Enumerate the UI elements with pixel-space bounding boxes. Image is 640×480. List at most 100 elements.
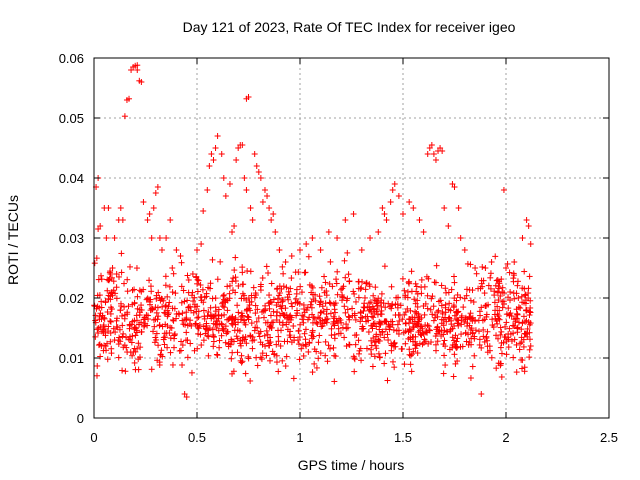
data-point: [159, 303, 166, 310]
data-point: [283, 284, 290, 291]
data-point: [526, 273, 533, 280]
data-point: [426, 326, 433, 333]
data-point: [117, 307, 124, 314]
data-point: [332, 309, 339, 316]
data-point: [195, 277, 202, 284]
data-point: [267, 339, 274, 346]
data-point: [516, 346, 523, 353]
data-point: [240, 295, 247, 302]
data-point: [249, 337, 256, 344]
data-point: [204, 187, 211, 193]
data-point: [358, 357, 365, 364]
y-tick-label: 0: [77, 411, 84, 426]
data-point: [351, 290, 358, 297]
data-point: [228, 355, 235, 362]
data-point: [125, 336, 132, 343]
data-point: [420, 229, 427, 235]
data-point: [301, 269, 308, 276]
data-point: [108, 345, 115, 352]
data-point: [257, 175, 264, 181]
data-point: [195, 325, 202, 332]
data-point: [239, 290, 246, 297]
data-point: [358, 247, 365, 253]
data-point: [301, 330, 308, 337]
data-point: [295, 328, 302, 335]
data-point: [252, 302, 259, 309]
data-point: [171, 331, 178, 338]
data-point: [481, 290, 488, 297]
data-point: [446, 300, 453, 307]
data-point: [513, 369, 520, 376]
data-point: [268, 217, 275, 223]
data-point: [203, 290, 210, 297]
data-point: [376, 338, 383, 345]
data-point: [286, 291, 293, 298]
data-point: [113, 295, 120, 302]
data-point: [355, 285, 362, 292]
data-point: [266, 205, 273, 211]
data-point: [322, 352, 329, 359]
data-point: [351, 356, 358, 363]
data-point: [245, 314, 252, 321]
data-point: [254, 306, 261, 313]
data-point: [469, 363, 476, 370]
data-point: [316, 315, 323, 322]
data-point: [214, 352, 221, 359]
axis-ticks: [93, 57, 610, 419]
data-point: [128, 321, 135, 328]
data-points: [91, 62, 534, 400]
data-point: [301, 309, 308, 316]
data-point: [278, 305, 285, 312]
data-point: [339, 324, 346, 331]
data-point: [250, 284, 257, 291]
data-point: [353, 331, 360, 338]
data-point: [305, 253, 312, 260]
data-point: [92, 333, 99, 340]
data-point: [214, 133, 221, 139]
data-point: [402, 328, 409, 335]
data-point: [504, 260, 511, 267]
data-point: [207, 285, 214, 292]
data-point: [213, 351, 220, 358]
data-point: [109, 289, 116, 296]
data-point: [411, 318, 418, 325]
data-point: [234, 349, 241, 356]
data-point: [455, 205, 462, 211]
data-point: [518, 293, 525, 300]
data-point: [352, 298, 359, 305]
data-point: [389, 358, 396, 365]
data-point: [147, 307, 154, 314]
data-point: [280, 270, 287, 277]
data-point: [345, 271, 352, 278]
data-point: [152, 190, 159, 196]
data-point: [432, 347, 439, 354]
data-point: [210, 157, 217, 163]
data-point: [461, 247, 468, 253]
data-point: [391, 364, 398, 371]
data-point: [200, 307, 207, 314]
data-point: [95, 330, 102, 337]
data-point: [170, 316, 177, 323]
data-point: [510, 278, 517, 285]
data-point: [216, 344, 223, 351]
data-point: [299, 342, 306, 349]
data-point: [450, 273, 457, 280]
data-point: [517, 340, 524, 347]
data-point: [450, 373, 457, 380]
data-point: [316, 332, 323, 339]
data-point: [116, 326, 123, 333]
data-point: [331, 378, 338, 385]
grid-lines: [94, 58, 609, 418]
data-point: [299, 312, 306, 319]
data-point: [427, 306, 434, 313]
data-point: [98, 304, 105, 311]
data-point: [309, 311, 316, 318]
data-point: [448, 286, 455, 293]
data-point: [322, 279, 329, 286]
data-point: [512, 318, 519, 325]
data-point: [421, 311, 428, 318]
data-point: [431, 279, 438, 286]
data-point: [176, 347, 183, 354]
data-point: [257, 354, 264, 361]
data-point: [238, 352, 245, 359]
